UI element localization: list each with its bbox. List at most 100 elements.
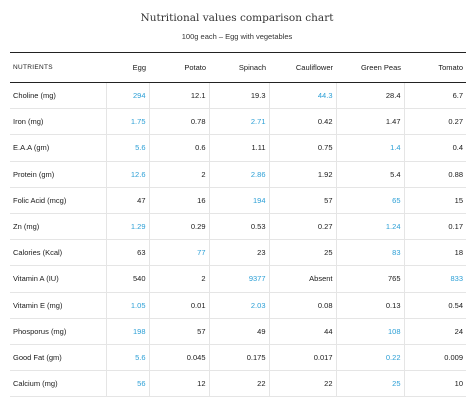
value-cell: 294	[106, 82, 150, 110]
header-egg: Egg	[106, 52, 149, 83]
value-cell: 0.29	[149, 213, 210, 241]
value-cell: 9377	[209, 265, 270, 293]
nutrient-name: Iron (mg)	[10, 108, 107, 136]
value-cell: 0.53	[209, 213, 270, 241]
header-green-peas: Green Peas	[336, 52, 404, 83]
value-cell: 0.22	[336, 344, 405, 372]
value-cell: 1.24	[336, 213, 405, 241]
value-cell: 83	[336, 239, 405, 267]
value-cell: 25	[269, 239, 337, 267]
table-row: Protein (gm) 12.6 2 2.86 1.92 5.4 0.88	[10, 161, 466, 188]
nutrient-name: Good Fat (gm)	[10, 344, 107, 372]
value-cell: 2.71	[209, 108, 270, 136]
value-cell: 56	[106, 370, 150, 398]
value-cell: 5.6	[106, 344, 150, 372]
value-cell: 2	[149, 265, 210, 293]
nutrition-table: NUTRIENTS Egg Potato Spinach Cauliflower…	[10, 52, 466, 398]
value-cell: Absent	[269, 265, 337, 293]
value-cell: 18	[404, 239, 466, 267]
value-cell: 0.009	[404, 344, 466, 372]
nutrient-name: E.A.A (gm)	[10, 134, 107, 162]
value-cell: 63	[106, 239, 150, 267]
value-cell: 0.27	[404, 108, 466, 136]
value-cell: 49	[209, 318, 270, 345]
value-cell: 19.3	[209, 82, 270, 110]
chart-title: Nutritional values comparison chart	[140, 12, 334, 24]
value-cell: 12.1	[149, 82, 210, 110]
table-row: Folic Acid (mcg) 47 16 194 57 65 15	[10, 187, 466, 214]
value-cell: 77	[149, 239, 210, 267]
value-cell: 1.4	[336, 134, 405, 162]
value-cell: 0.01	[149, 292, 210, 319]
table-row: Choline (mg) 294 12.1 19.3 44.3 28.4 6.7	[10, 82, 466, 110]
table-row: Vitamin A (IU) 540 2 9377 Absent 765 833	[10, 265, 466, 293]
table-row: Good Fat (gm) 5.6 0.045 0.175 0.017 0.22 0.009	[10, 344, 466, 372]
nutrient-name: Vitamin E (mg)	[10, 292, 107, 319]
value-cell: 0.27	[269, 213, 337, 241]
value-cell: 194	[209, 187, 270, 214]
value-cell: 0.75	[269, 134, 337, 162]
value-cell: 833	[404, 265, 466, 293]
value-cell: 0.13	[336, 292, 405, 319]
value-cell: 0.54	[404, 292, 466, 319]
value-cell: 12.6	[106, 161, 150, 188]
value-cell: 1.75	[106, 108, 150, 136]
value-cell: 0.78	[149, 108, 210, 136]
value-cell: 1.29	[106, 213, 150, 241]
header-nutrients: NUTRIENTS	[10, 52, 106, 83]
value-cell: 1.92	[269, 161, 337, 188]
nutrient-name: Zn (mg)	[10, 213, 107, 241]
header-cauliflower: Cauliflower	[269, 52, 336, 83]
table-row: Calcium (mg) 56 12 22 22 25 10	[10, 370, 466, 398]
table-body: Choline (mg) 294 12.1 19.3 44.3 28.4 6.7 Iron (…	[10, 82, 466, 398]
value-cell: 22	[209, 370, 270, 398]
nutrient-name: Protein (gm)	[10, 161, 107, 188]
value-cell: 12	[149, 370, 210, 398]
table-row: Vitamin E (mg) 1.05 0.01 2.03 0.08 0.13 0.54	[10, 292, 466, 319]
value-cell: 0.017	[269, 344, 337, 372]
value-cell: 5.6	[106, 134, 150, 162]
table-row: Phosporus (mg) 198 57 49 44 108 24	[10, 318, 466, 345]
value-cell: 765	[336, 265, 405, 293]
value-cell: 10	[404, 370, 466, 398]
nutrient-name: Calories (Kcal)	[10, 239, 107, 267]
header-potato: Potato	[149, 52, 209, 83]
value-cell: 57	[149, 318, 210, 345]
value-cell: 108	[336, 318, 405, 345]
header-tomato: Tomato	[404, 52, 466, 83]
table-row: Calories (Kcal) 63 77 23 25 83 18	[10, 239, 466, 267]
nutrient-name: Vitamin A (IU)	[10, 265, 107, 293]
value-cell: 0.045	[149, 344, 210, 372]
table-row: Zn (mg) 1.29 0.29 0.53 0.27 1.24 0.17	[10, 213, 466, 241]
value-cell: 5.4	[336, 161, 405, 188]
value-cell: 0.17	[404, 213, 466, 241]
value-cell: 25	[336, 370, 405, 398]
value-cell: 0.6	[149, 134, 210, 162]
value-cell: 1.47	[336, 108, 405, 136]
value-cell: 0.88	[404, 161, 466, 188]
value-cell: 0.175	[209, 344, 270, 372]
nutrient-name: Phosporus (mg)	[10, 318, 107, 345]
value-cell: 0.4	[404, 134, 466, 162]
value-cell: 2.03	[209, 292, 270, 319]
value-cell: 15	[404, 187, 466, 214]
value-cell: 1.05	[106, 292, 150, 319]
value-cell: 24	[404, 318, 466, 345]
nutrient-name: Choline (mg)	[10, 82, 107, 110]
value-cell: 0.08	[269, 292, 337, 319]
table-row: E.A.A (gm) 5.6 0.6 1.11 0.75 1.4 0.4	[10, 134, 466, 162]
nutrient-name: Folic Acid (mcg)	[10, 187, 107, 214]
value-cell: 57	[269, 187, 337, 214]
value-cell: 0.42	[269, 108, 337, 136]
value-cell: 22	[269, 370, 337, 398]
value-cell: 44.3	[269, 82, 337, 110]
value-cell: 28.4	[336, 82, 405, 110]
value-cell: 6.7	[404, 82, 466, 110]
value-cell: 47	[106, 187, 150, 214]
table-row: Iron (mg) 1.75 0.78 2.71 0.42 1.47 0.27	[10, 108, 466, 136]
value-cell: 44	[269, 318, 337, 345]
value-cell: 198	[106, 318, 150, 345]
value-cell: 16	[149, 187, 210, 214]
chart-subtitle: 100g each – Egg with vegetables	[181, 32, 293, 41]
